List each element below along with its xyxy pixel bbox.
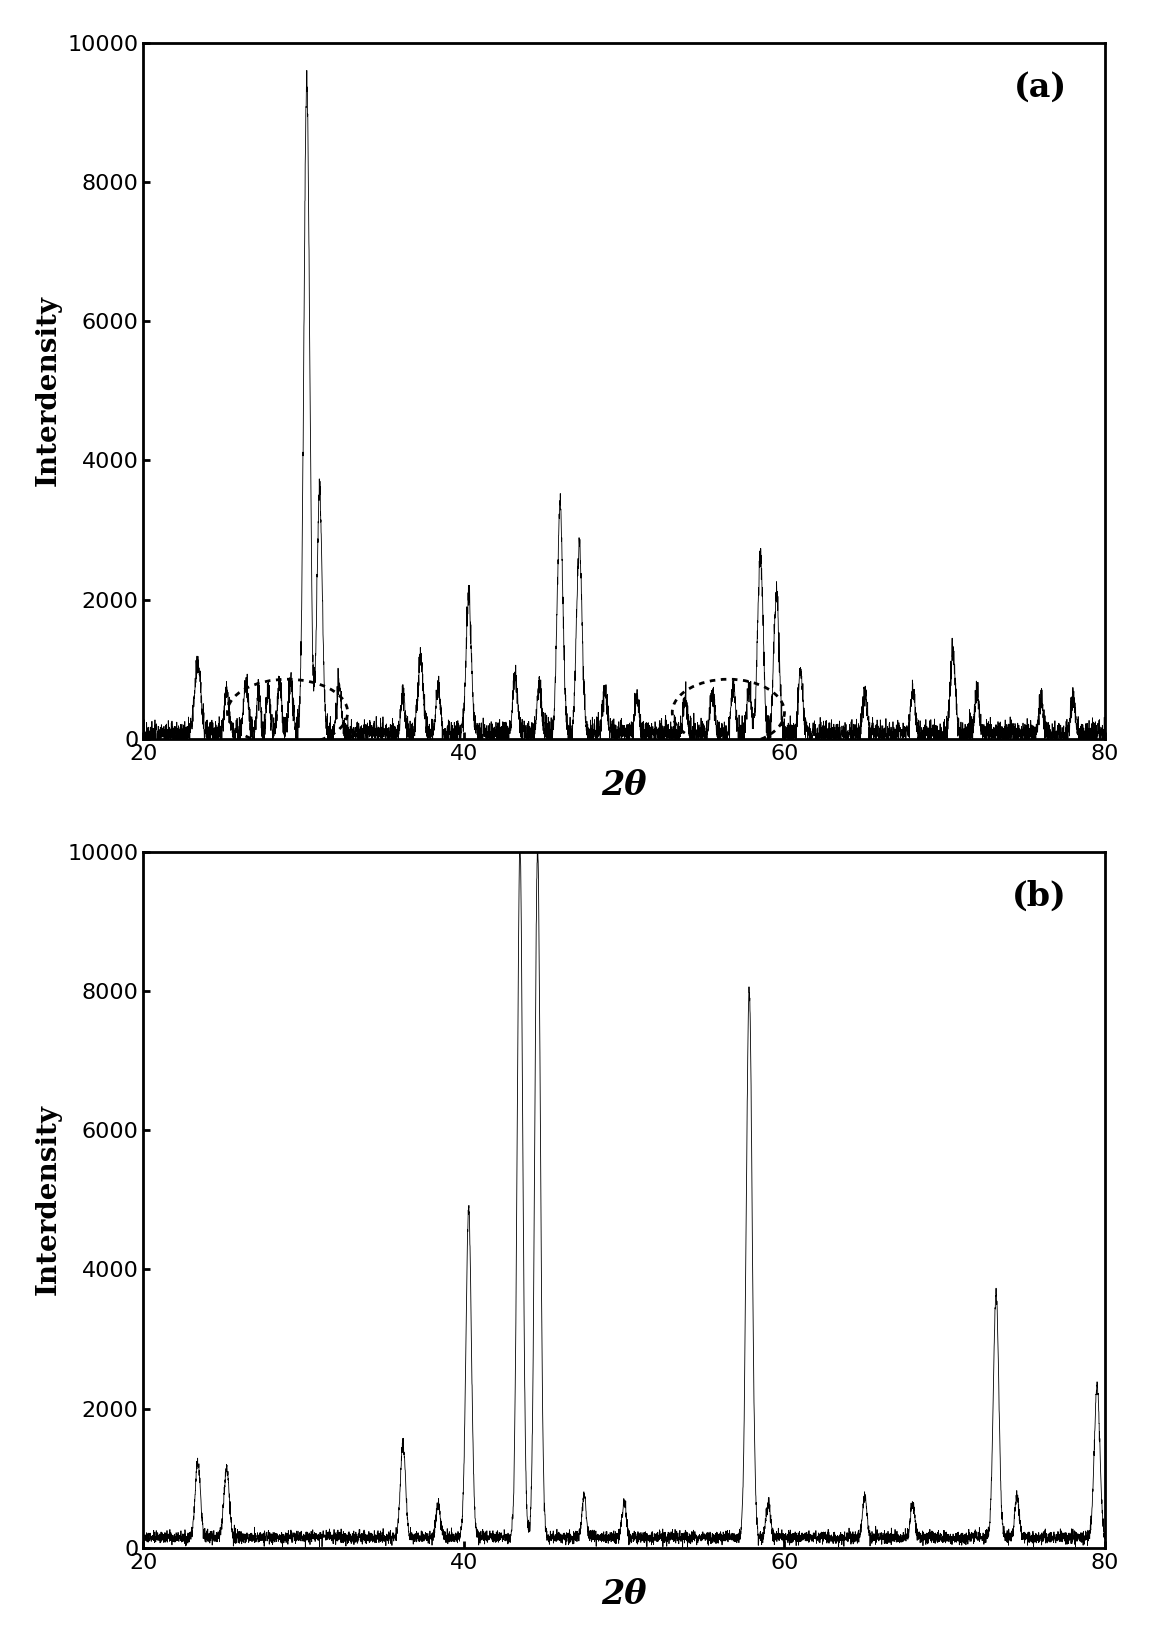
Text: (a): (a)	[1013, 71, 1066, 104]
X-axis label: 2θ: 2θ	[601, 769, 647, 802]
Y-axis label: Interdensity: Interdensity	[35, 295, 61, 486]
X-axis label: 2θ: 2θ	[601, 1579, 647, 1611]
Text: (b): (b)	[1012, 879, 1066, 912]
Y-axis label: Interdensity: Interdensity	[35, 1104, 61, 1295]
